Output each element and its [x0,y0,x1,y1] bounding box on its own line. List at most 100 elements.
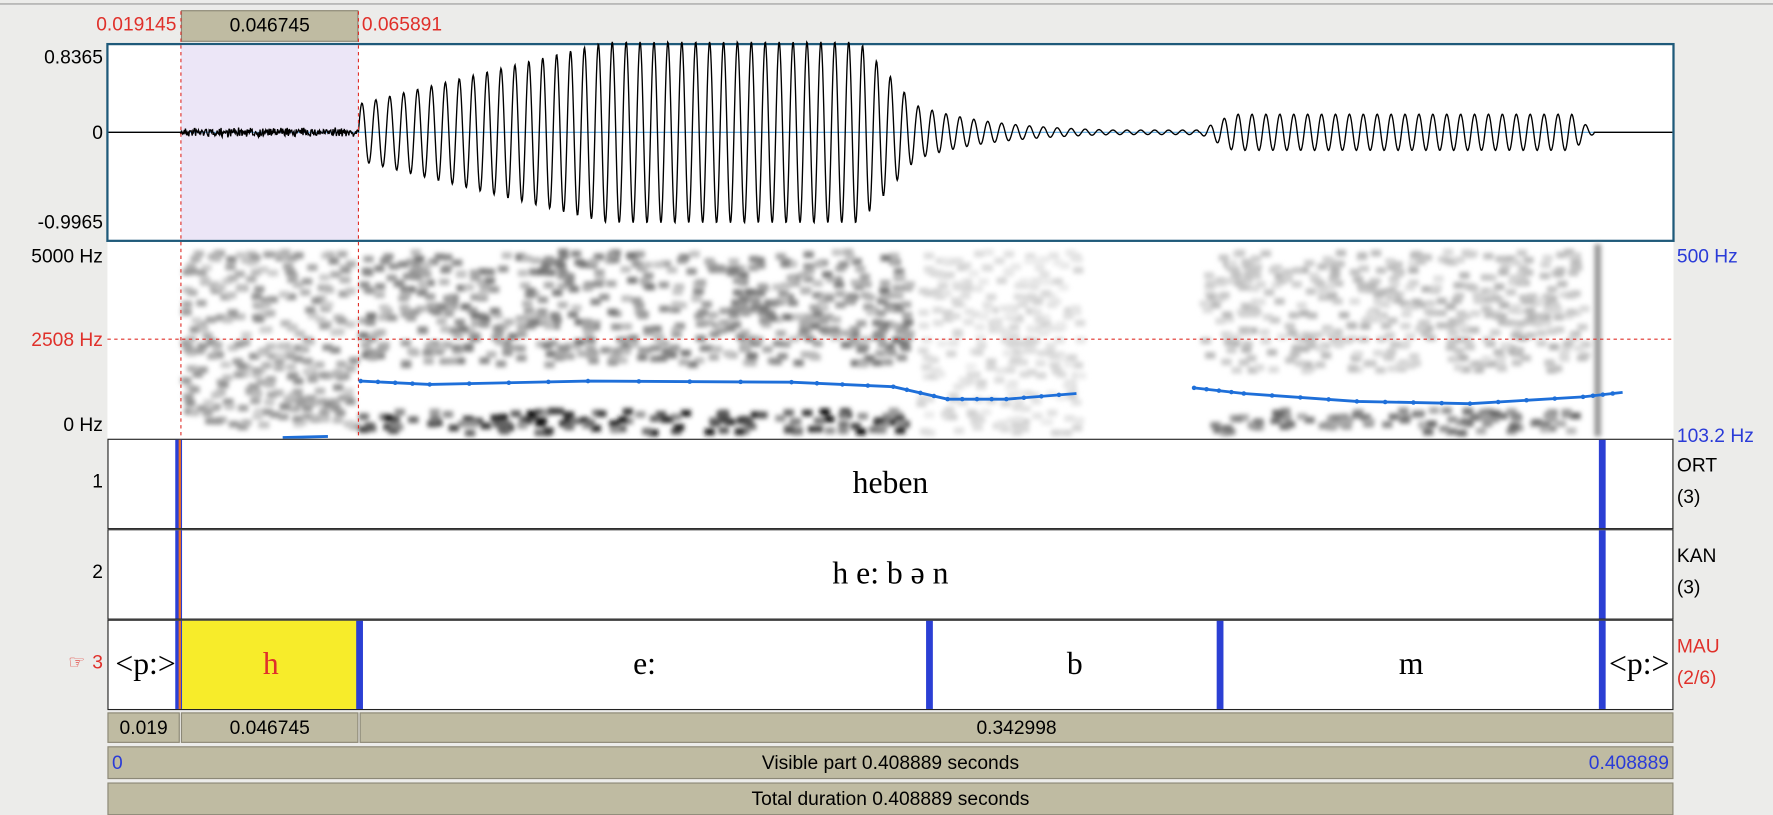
boundary [1216,620,1224,709]
total-duration-bar[interactable]: Total duration 0.408889 seconds [107,782,1674,815]
spectral-energy [1061,429,1073,437]
spectral-energy [1223,315,1234,323]
spectral-energy [267,269,279,277]
spectral-energy [469,269,481,277]
spectral-energy [333,384,344,391]
spectral-energy [292,355,303,363]
pitch-point [1216,388,1222,393]
spectral-energy [1255,298,1266,306]
spectral-energy [767,314,778,322]
spectral-energy [918,309,929,317]
spectral-energy [893,411,904,419]
spectral-energy [1226,346,1237,354]
spectral-energy [835,290,846,298]
spectral-energy [567,311,579,319]
spectral-energy [324,251,336,259]
spectral-energy [738,279,749,286]
spectral-energy [374,265,385,272]
interval-label[interactable]: h e: b ə n [832,556,949,592]
spectral-energy [888,407,899,415]
spectral-energy [492,325,504,332]
spectral-energy [621,323,632,330]
spectral-energy [1527,293,1538,301]
tier[interactable]: h e: b ə n [107,529,1674,620]
spectral-energy [1013,293,1024,301]
spectral-energy [1550,302,1561,310]
spectral-energy [424,279,435,287]
pitch-point [931,393,937,399]
pitch-point [466,381,472,386]
visible-part-bar[interactable]: 0 Visible part 0.408889 seconds 0.408889 [107,746,1674,780]
spectral-energy [501,252,512,259]
interval-label[interactable]: <p:> [1609,646,1670,682]
spectral-energy [207,253,219,261]
spectral-energy [753,336,764,344]
spectral-energy [1561,408,1572,416]
spectral-energy [996,326,1007,334]
interval-label[interactable]: b [1066,646,1083,682]
spectral-energy [1543,412,1554,420]
spectral-energy [982,301,993,309]
right-segment[interactable]: 0.342998 [359,712,1674,743]
left-segment[interactable]: 0.019 [107,712,180,743]
tier[interactable]: heben [107,438,1674,530]
spectral-energy [1341,423,1352,430]
spectral-energy [408,269,420,276]
selected-segment[interactable]: 0.046745 [180,712,359,743]
interval-label[interactable]: m [1398,646,1424,682]
spectral-energy [1495,356,1506,364]
spectral-energy [564,279,575,287]
spectral-energy [222,277,233,285]
spectral-energy [226,291,237,299]
spectral-energy [895,427,906,435]
tier[interactable]: <p:> h e: b m <p:> [107,619,1674,711]
spectral-energy [963,318,974,326]
spectral-energy [1464,343,1475,351]
spectral-energy [470,293,481,301]
spectral-energy [462,415,474,423]
tier-name[interactable]: ORT [1676,454,1718,477]
spectral-energy [1037,349,1048,357]
spectral-energy [1505,255,1516,263]
spectral-energy [192,370,203,378]
spec-cursor: 2508 Hz [31,329,103,351]
spectral-energy [846,292,857,300]
spectral-energy [637,312,648,320]
spectral-energy [1453,292,1465,300]
spectral-energy [680,409,691,417]
interval-label[interactable]: e: [633,646,656,682]
spectral-energy [1329,264,1341,272]
spectral-energy [948,339,959,347]
spectral-energy [535,420,546,427]
spectral-energy [536,268,548,276]
spectral-energy [1392,261,1403,268]
spectral-energy [1373,291,1384,298]
spectral-energy [708,353,719,361]
spectral-energy [1559,355,1570,362]
spectral-energy [1386,348,1397,356]
interval-label[interactable]: heben [852,465,929,501]
spectral-energy [1540,261,1551,269]
boundary [926,620,933,709]
spectral-energy [337,250,348,258]
spectral-energy [719,319,730,327]
tier-name[interactable]: MAU [1676,635,1720,657]
interval-label[interactable]: h [182,620,360,709]
interval-label[interactable]: <p:> [115,646,176,682]
spectral-energy [755,289,766,297]
spectral-energy [944,271,955,279]
spectral-energy [273,389,284,397]
spectral-energy [695,320,707,328]
tier-name[interactable]: KAN [1676,545,1717,567]
pitch-point [1326,397,1331,402]
spectral-energy [1436,309,1447,317]
spectral-energy [1382,421,1393,428]
spectral-energy [626,252,637,259]
spectral-energy [493,329,504,337]
spectral-energy [388,426,399,434]
spectral-energy [1386,291,1397,299]
spectral-energy [1400,340,1411,348]
spectral-energy [1370,249,1382,257]
spectral-energy [1350,354,1361,362]
spectral-energy [1032,297,1043,305]
